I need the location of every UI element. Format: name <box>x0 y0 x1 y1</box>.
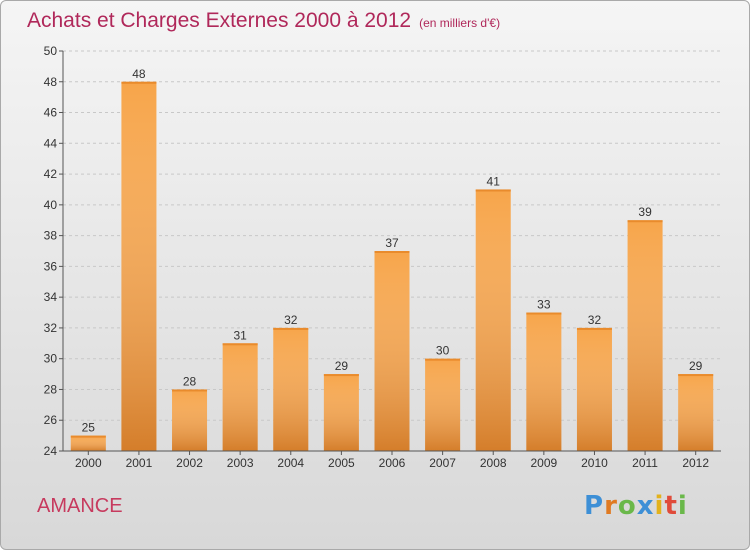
bar-shade <box>576 327 612 451</box>
bar-value-label: 37 <box>385 236 399 250</box>
x-tick-label: 2004 <box>277 456 304 470</box>
x-tick-label: 2003 <box>227 456 254 470</box>
bar-shade <box>121 81 157 452</box>
x-tick-label: 2005 <box>328 456 355 470</box>
y-tick-label: 28 <box>44 382 58 396</box>
bar-top <box>222 343 258 346</box>
bar-shade <box>374 251 410 451</box>
y-tick-label: 34 <box>44 290 58 304</box>
bar-shade <box>627 220 663 451</box>
bar-value-label: 41 <box>487 174 501 188</box>
logo-letter: o <box>617 491 637 521</box>
bar-top <box>374 251 410 253</box>
bar-shade <box>526 312 562 451</box>
y-tick-label: 50 <box>44 44 58 58</box>
bar-shade <box>222 343 258 451</box>
logo-letter: x <box>636 491 655 521</box>
bar-value-label: 28 <box>183 374 197 388</box>
bar-shade <box>475 189 511 451</box>
bar-top <box>526 312 562 315</box>
bar-shade <box>273 327 309 451</box>
bar-shade <box>678 374 714 451</box>
bar-top <box>70 435 106 438</box>
y-tick-label: 42 <box>44 167 58 181</box>
x-tick-label: 2011 <box>632 456 658 470</box>
bar-value-label: 29 <box>689 359 703 373</box>
bar-value-label: 30 <box>436 344 450 358</box>
proxiti-logo: Proxiti <box>584 491 688 521</box>
bar-top <box>323 374 359 377</box>
x-tick-label: 2000 <box>75 456 102 470</box>
bar-top <box>576 327 612 330</box>
x-tick-label: 2007 <box>429 456 456 470</box>
bar-top <box>425 358 461 361</box>
bar-top <box>627 220 663 223</box>
x-tick-label: 2001 <box>126 456 153 470</box>
bar-value-label: 31 <box>233 328 247 342</box>
y-tick-label: 24 <box>44 444 58 458</box>
y-tick-label: 30 <box>44 352 58 366</box>
bar-value-label: 32 <box>284 313 298 327</box>
bar-shade <box>425 358 461 451</box>
y-tick-label: 32 <box>44 321 58 335</box>
x-tick-label: 2012 <box>682 456 709 470</box>
bar-top <box>172 389 208 392</box>
y-tick-label: 46 <box>44 106 58 120</box>
y-tick-label: 40 <box>44 198 58 212</box>
logo-letter: P <box>584 491 605 521</box>
bar-top <box>475 189 511 192</box>
bar-value-label: 29 <box>335 359 349 373</box>
bar-value-label: 48 <box>132 67 146 81</box>
y-tick-label: 36 <box>44 259 58 273</box>
x-tick-label: 2006 <box>379 456 406 470</box>
x-tick-label: 2002 <box>176 456 203 470</box>
x-tick-label: 2009 <box>530 456 557 470</box>
bar-shade <box>172 389 208 451</box>
y-tick-label: 44 <box>44 136 58 150</box>
bar-value-label: 25 <box>82 421 96 435</box>
bar-top <box>273 327 309 330</box>
logo-letter: t <box>664 491 678 521</box>
y-tick-label: 38 <box>44 229 58 243</box>
bar-top <box>121 81 157 84</box>
bar-shade <box>323 374 359 451</box>
bar-value-label: 32 <box>588 313 602 327</box>
bar-value-label: 39 <box>638 205 652 219</box>
chart-unit: (en milliers d'€) <box>419 16 501 30</box>
logo-letter: i <box>654 491 665 521</box>
commune-name: AMANCE <box>37 495 123 517</box>
x-tick-label: 2008 <box>480 456 507 470</box>
bar-top <box>678 374 714 377</box>
logo-letter: i <box>677 491 688 521</box>
bar-shade <box>70 435 106 451</box>
chart-title: Achats et Charges Externes 2000 à 2012 (e… <box>27 9 500 33</box>
bar-value-label: 33 <box>537 298 551 312</box>
y-tick-label: 48 <box>44 75 58 89</box>
x-tick-label: 2010 <box>581 456 608 470</box>
y-tick-label: 26 <box>44 413 58 427</box>
logo-letter: r <box>604 491 618 521</box>
chart-title-text: Achats et Charges Externes 2000 à 2012 <box>27 9 412 32</box>
